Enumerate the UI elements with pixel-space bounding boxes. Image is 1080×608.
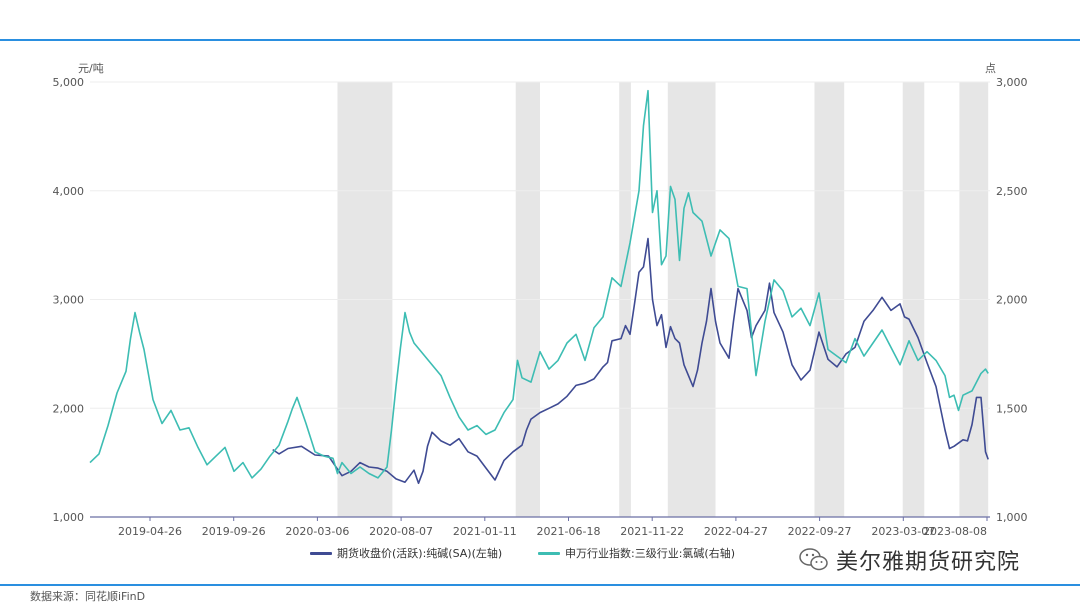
series [89, 89, 989, 485]
right-y-tick-label: 1,000 [996, 511, 1028, 524]
x-tick-label: 2020-08-07 [369, 525, 433, 538]
x-tick-label: 2022-04-27 [704, 525, 768, 538]
x-tick-label: 2020-03-06 [285, 525, 349, 538]
watermark: 美尔雅期货研究院 [798, 544, 1020, 576]
x-tick-label: 2022-09-27 [788, 525, 852, 538]
left-axis-unit: 元/吨 [78, 62, 104, 75]
x-tick-label: 2019-04-26 [118, 525, 182, 538]
left-y-tick-label: 5,000 [53, 76, 85, 89]
legend-swatch-chlor-alkali [538, 551, 560, 555]
right-axis-unit: 点 [985, 62, 996, 75]
right-y-tick-label: 3,000 [996, 76, 1028, 89]
series-line-0 [272, 237, 989, 485]
x-tick-label: 2023-08-08 [923, 525, 987, 538]
x-tick-label: 2021-11-22 [620, 525, 684, 538]
left-y-tick-label: 2,000 [53, 402, 85, 415]
x-tick-label: 2023-03-07 [871, 525, 935, 538]
x-tick-label: 2021-01-11 [453, 525, 517, 538]
bottom-rule [0, 584, 1080, 586]
right-y-tick-label: 2,000 [996, 294, 1028, 307]
right-y-tick-label: 2,500 [996, 185, 1028, 198]
legend-item-chlor-alkali[interactable]: 申万行业指数:三级行业:氯碱(右轴) [538, 545, 735, 561]
watermark-text: 美尔雅期货研究院 [836, 550, 1021, 575]
wechat-icon [799, 548, 828, 571]
legend-swatch-soda-ash [310, 551, 332, 555]
x-tick-label: 2019-09-26 [202, 525, 266, 538]
x-tick-label: 2021-06-18 [537, 525, 601, 538]
left-y-tick-label: 4,000 [53, 185, 85, 198]
axes: 1,000 2,000 3,000 4,000 5,000 1,000 1,500 2,000… [53, 76, 1028, 538]
left-y-tick-label: 1,000 [53, 511, 85, 524]
legend-item-soda-ash[interactable]: 期货收盘价(活跃):纯碱(SA)(左轴) [310, 545, 502, 561]
legend-label-chlor-alkali: 申万行业指数:三级行业:氯碱(右轴) [565, 547, 735, 560]
series-line-1 [89, 89, 989, 479]
legend-label-soda-ash: 期货收盘价(活跃):纯碱(SA)(左轴) [337, 547, 503, 560]
left-y-tick-label: 3,000 [53, 294, 85, 307]
data-source: 数据来源：同花顺iFinD [30, 590, 146, 603]
grid [90, 81, 990, 409]
top-rule [0, 39, 1080, 41]
right-y-tick-label: 1,500 [996, 402, 1028, 415]
